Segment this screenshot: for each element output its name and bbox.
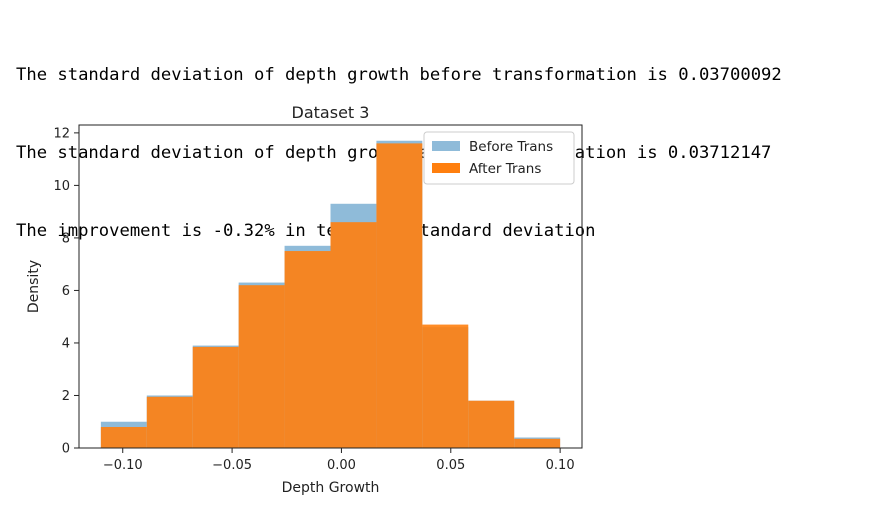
x-tick-label: 0.00 [327, 458, 356, 473]
x-tick-label: 0.05 [436, 458, 465, 473]
bar-after-3 [238, 285, 285, 448]
bar-after-4 [284, 251, 331, 448]
legend-label-before: Before Trans [469, 139, 553, 155]
legend-swatch-after [432, 163, 460, 173]
bar-after-1 [146, 396, 193, 448]
y-axis-label: Density [26, 260, 42, 313]
y-tick-label: 0 [62, 442, 70, 457]
plot-frame [78, 124, 583, 449]
chart-title: Dataset 3 [292, 103, 370, 122]
legend: Before Trans After Trans [423, 131, 575, 185]
bar-after-7 [422, 324, 469, 448]
y-tick-label: 4 [62, 336, 70, 351]
x-axis-ticks: −0.10 −0.05 0.00 0.05 0.10 [103, 448, 575, 473]
legend-box [423, 131, 575, 185]
output-line-std-before: The standard deviation of depth growth b… [16, 65, 782, 85]
bar-after-6 [376, 143, 423, 448]
bar-after-5 [330, 222, 377, 448]
y-tick-label: 8 [62, 231, 70, 246]
legend-swatch-before [432, 141, 460, 151]
y-tick-label: 2 [62, 389, 70, 404]
series-after-bars [100, 143, 561, 448]
x-axis-label: Depth Growth [282, 480, 380, 496]
x-tick-label: −0.10 [103, 458, 143, 473]
bar-after-0 [100, 426, 147, 448]
y-axis-ticks: 0 2 4 6 8 10 12 [53, 126, 79, 457]
legend-label-after: After Trans [469, 161, 541, 177]
y-tick-label: 12 [53, 126, 70, 141]
y-tick-label: 10 [53, 179, 70, 194]
bar-after-9 [514, 438, 561, 448]
bar-after-2 [192, 346, 239, 448]
bar-after-8 [468, 400, 515, 448]
x-tick-label: −0.05 [212, 458, 252, 473]
x-tick-label: 0.10 [546, 458, 575, 473]
histogram-chart: Dataset 3 −0.10 −0.05 0.00 0.05 0.10 0 2 4 6 8 10… [26, 103, 583, 496]
y-tick-label: 6 [62, 284, 70, 299]
